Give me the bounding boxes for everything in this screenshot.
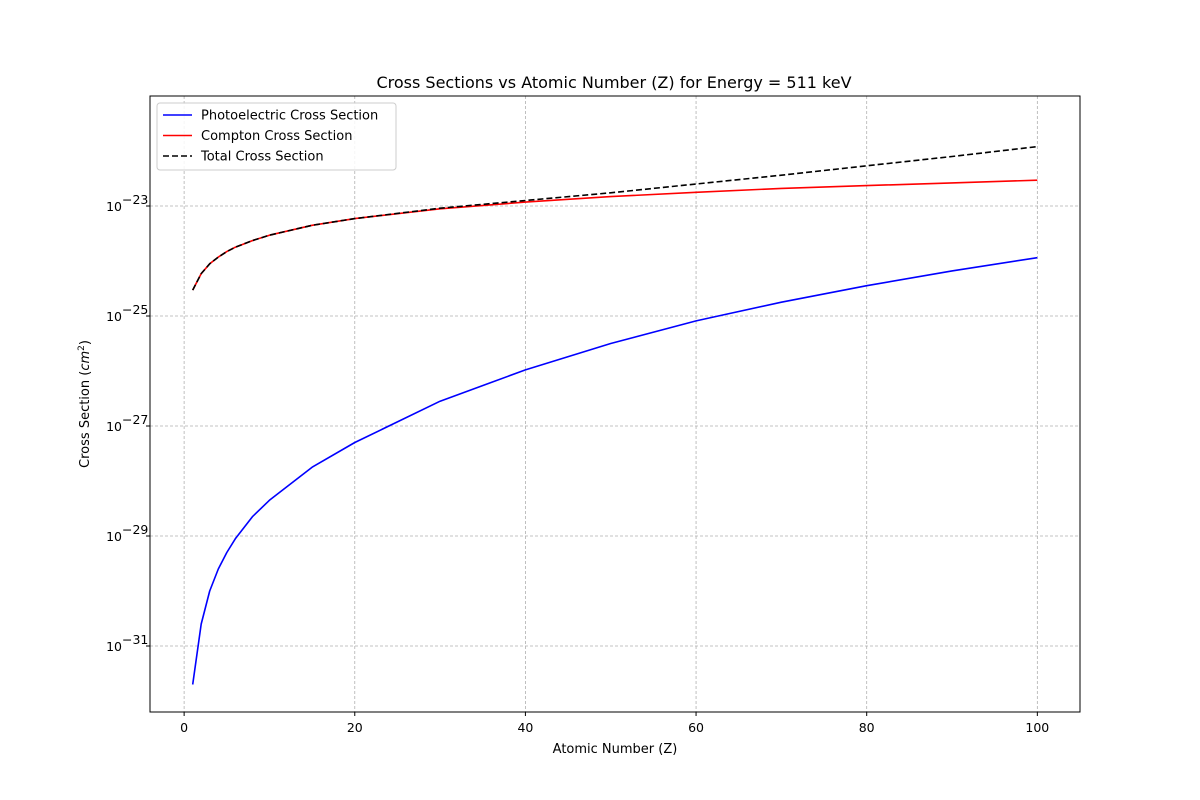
y-tick-exponent: −27 — [122, 412, 148, 427]
x-tick-label: 60 — [688, 720, 704, 735]
y-axis-label-sup: 2 — [77, 345, 87, 351]
x-tick-label: 20 — [347, 720, 363, 735]
y-axis-label-close: ) — [78, 340, 93, 345]
y-tick-exponent: −31 — [122, 632, 148, 647]
x-axis-label: Atomic Number (Z) — [553, 742, 678, 757]
legend-label-0: Photoelectric Cross Section — [201, 109, 378, 124]
legend-box — [156, 102, 397, 171]
legend-label-1: Compton Cross Section — [201, 129, 352, 144]
y-tick-label: 10 — [106, 199, 122, 214]
series-layer — [191, 145, 1038, 685]
y-tick-label: 10 — [106, 529, 122, 544]
y-tick-exponent: −25 — [122, 302, 148, 317]
plot-frame — [149, 95, 1081, 713]
y-tick-label: 10 — [106, 419, 122, 434]
x-tick-label: 0 — [180, 720, 188, 735]
y-tick-exponent: −23 — [122, 192, 148, 207]
grid-layer — [150, 96, 1080, 712]
x-tick-label: 80 — [859, 720, 875, 735]
y-tick-label: 10 — [106, 639, 122, 654]
series-line-0 — [191, 256, 1038, 685]
y-axis-label: Cross Section (cm2) — [77, 340, 93, 468]
series-line-1 — [191, 179, 1038, 291]
series-line-2 — [191, 145, 1038, 291]
y-axis-label-base: Cross Section ( — [78, 371, 93, 468]
y-tick-label: 10 — [106, 309, 122, 324]
chart-title: Cross Sections vs Atomic Number (Z) for … — [376, 73, 851, 92]
y-tick-exponent: −29 — [122, 522, 148, 537]
x-tick-label: 40 — [517, 720, 533, 735]
legend-label-2: Total Cross Section — [200, 150, 324, 165]
x-tick-label: 100 — [1025, 720, 1049, 735]
y-axis-label-unit: cm — [78, 351, 93, 371]
legend: Photoelectric Cross Section Compton Cross… — [156, 102, 397, 171]
